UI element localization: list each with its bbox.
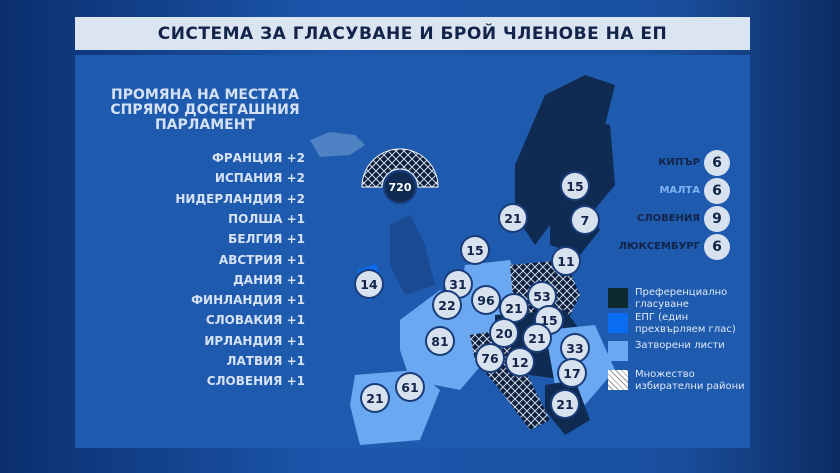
country-seats-badge: 21 <box>362 385 388 411</box>
country-seats-badge: 81 <box>427 328 453 354</box>
changes-heading: ПРОМЯНА НА МЕСТАТА СПРЯМО ДОСЕГАШНИЯ ПАР… <box>110 87 300 133</box>
country-seats-badge: 21 <box>552 391 578 417</box>
total-seats-badge: 720 <box>385 172 415 202</box>
country-seats-badge: 21 <box>501 295 527 321</box>
country-seats-badge: 15 <box>536 307 562 333</box>
iceland-shape <box>310 132 365 157</box>
uk-shape <box>390 215 435 295</box>
country-seats-badge: 20 <box>491 320 517 346</box>
small-country-name: СЛОВЕНИЯ <box>636 213 700 224</box>
country-seats-badge: 14 <box>356 271 382 297</box>
small-country-name: МАЛТА <box>659 185 700 196</box>
small-country-seats: 9 <box>704 206 730 232</box>
small-country-seats: 6 <box>704 150 730 176</box>
seat-change-item: СЛОВАКИЯ +1 <box>205 313 305 328</box>
legend-swatch <box>608 370 628 390</box>
country-seats-badge: 22 <box>434 292 460 318</box>
small-country-name: КИПЪР <box>658 157 700 168</box>
iberia-shape <box>350 370 440 445</box>
country-seats-badge: 12 <box>507 349 533 375</box>
legend-label: Затворени листи <box>635 340 725 351</box>
country-seats-badge: 76 <box>477 345 503 371</box>
seat-change-item: ИРЛАНДИЯ +1 <box>204 333 305 348</box>
country-seats-badge: 61 <box>397 374 423 400</box>
country-seats-badge: 21 <box>500 205 526 231</box>
legend-swatch <box>608 313 628 333</box>
legend-swatch <box>608 288 628 308</box>
seat-change-item: ИСПАНИЯ +2 <box>214 171 305 186</box>
seat-change-item: АВСТРИЯ +1 <box>218 252 305 267</box>
small-country-seats: 6 <box>704 234 730 260</box>
small-country-seats: 6 <box>704 178 730 204</box>
country-seats-badge: 15 <box>562 173 588 199</box>
country-seats-badge: 21 <box>524 325 550 351</box>
page-title: СИСТЕМА ЗА ГЛАСУВАНЕ И БРОЙ ЧЛЕНОВЕ НА Е… <box>75 17 750 50</box>
legend-label: Преференциално гласуване <box>635 287 728 310</box>
country-seats-badge: 96 <box>473 287 499 313</box>
legend-label: ЕПГ (един прехвърляем глас) <box>635 312 736 335</box>
seat-change-item: НИДЕРЛАНДИЯ +2 <box>175 191 305 206</box>
seat-change-item: ФИНЛАНДИЯ +1 <box>191 293 305 308</box>
seat-change-item: БЕЛГИЯ +1 <box>228 232 305 247</box>
legend-label: Множество избирателни райони <box>635 369 745 392</box>
seat-change-item: ФРАНЦИЯ +2 <box>211 151 305 165</box>
country-seats-badge: 15 <box>462 237 488 263</box>
legend-swatch <box>608 341 628 361</box>
small-country-name: ЛЮКСЕМБУРГ <box>618 241 700 252</box>
seat-change-item: ЛАТВИЯ +1 <box>226 354 305 368</box>
infographic-panel: ПРОМЯНА НА МЕСТАТА СПРЯМО ДОСЕГАШНИЯ ПАР… <box>75 55 750 448</box>
country-seats-badge: 17 <box>559 360 585 386</box>
seat-change-item: ПОЛША +1 <box>228 211 305 226</box>
country-seats-badge: 53 <box>529 283 555 309</box>
seat-change-item: СЛОВЕНИЯ +1 <box>206 374 305 389</box>
country-seats-badge: 33 <box>562 335 588 361</box>
parliament-icon <box>361 148 439 188</box>
seat-change-item: ДАНИЯ +1 <box>233 272 305 287</box>
country-seats-badge: 11 <box>553 248 579 274</box>
country-seats-badge: 7 <box>572 207 598 233</box>
